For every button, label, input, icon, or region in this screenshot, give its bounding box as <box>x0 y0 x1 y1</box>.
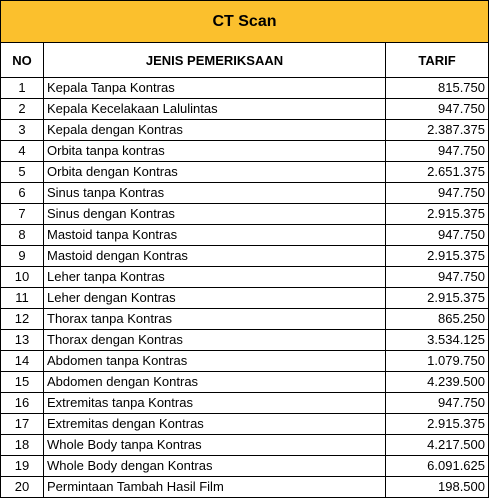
table-row: 7 Sinus dengan Kontras 2.915.375 <box>0 203 489 225</box>
exam-price: 865.250 <box>385 308 489 330</box>
row-number: 4 <box>0 140 44 162</box>
table-row: 6 Sinus tanpa Kontras 947.750 <box>0 182 489 204</box>
row-number: 7 <box>0 203 44 225</box>
table-title: CT Scan <box>0 0 489 43</box>
row-number: 5 <box>0 161 44 183</box>
table-row: 3 Kepala dengan Kontras 2.387.375 <box>0 119 489 141</box>
row-number: 2 <box>0 98 44 120</box>
row-number: 11 <box>0 287 44 309</box>
exam-price: 947.750 <box>385 266 489 288</box>
exam-name: Extremitas dengan Kontras <box>43 413 386 435</box>
table-row: 19 Whole Body dengan Kontras 6.091.625 <box>0 455 489 477</box>
exam-price: 2.651.375 <box>385 161 489 183</box>
exam-price: 2.915.375 <box>385 245 489 267</box>
row-number: 19 <box>0 455 44 477</box>
exam-name: Sinus tanpa Kontras <box>43 182 386 204</box>
exam-name: Thorax tanpa Kontras <box>43 308 386 330</box>
exam-price: 198.500 <box>385 476 489 498</box>
row-number: 16 <box>0 392 44 414</box>
row-number: 12 <box>0 308 44 330</box>
row-number: 3 <box>0 119 44 141</box>
exam-price: 2.915.375 <box>385 287 489 309</box>
table-row: 8 Mastoid tanpa Kontras 947.750 <box>0 224 489 246</box>
row-number: 17 <box>0 413 44 435</box>
row-number: 20 <box>0 476 44 498</box>
exam-name: Whole Body dengan Kontras <box>43 455 386 477</box>
header-no: NO <box>0 42 44 78</box>
row-number: 14 <box>0 350 44 372</box>
exam-price: 3.534.125 <box>385 329 489 351</box>
exam-price: 2.915.375 <box>385 413 489 435</box>
table-row: 18 Whole Body tanpa Kontras 4.217.500 <box>0 434 489 456</box>
table-row: 15 Abdomen dengan Kontras 4.239.500 <box>0 371 489 393</box>
exam-name: Abdomen tanpa Kontras <box>43 350 386 372</box>
exam-price: 947.750 <box>385 140 489 162</box>
exam-price: 4.239.500 <box>385 371 489 393</box>
exam-name: Thorax dengan Kontras <box>43 329 386 351</box>
exam-name: Abdomen dengan Kontras <box>43 371 386 393</box>
exam-name: Mastoid dengan Kontras <box>43 245 386 267</box>
exam-name: Kepala dengan Kontras <box>43 119 386 141</box>
exam-price: 6.091.625 <box>385 455 489 477</box>
table-row: 10 Leher tanpa Kontras 947.750 <box>0 266 489 288</box>
table-row: 11 Leher dengan Kontras 2.915.375 <box>0 287 489 309</box>
exam-name: Leher dengan Kontras <box>43 287 386 309</box>
table-row: 16 Extremitas tanpa Kontras 947.750 <box>0 392 489 414</box>
exam-price: 947.750 <box>385 392 489 414</box>
exam-price: 947.750 <box>385 182 489 204</box>
exam-price: 947.750 <box>385 224 489 246</box>
table-row: 5 Orbita dengan Kontras 2.651.375 <box>0 161 489 183</box>
exam-name: Kepala Kecelakaan Lalulintas <box>43 98 386 120</box>
title-row: CT Scan <box>0 0 489 43</box>
table-row: 12 Thorax tanpa Kontras 865.250 <box>0 308 489 330</box>
header-row: NO JENIS PEMERIKSAAN TARIF <box>0 42 489 78</box>
table-row: 9 Mastoid dengan Kontras 2.915.375 <box>0 245 489 267</box>
header-name: JENIS PEMERIKSAAN <box>43 42 386 78</box>
table-row: 1 Kepala Tanpa Kontras 815.750 <box>0 77 489 99</box>
row-number: 1 <box>0 77 44 99</box>
row-number: 13 <box>0 329 44 351</box>
table-row: 2 Kepala Kecelakaan Lalulintas 947.750 <box>0 98 489 120</box>
exam-name: Orbita dengan Kontras <box>43 161 386 183</box>
exam-price: 2.915.375 <box>385 203 489 225</box>
header-price: TARIF <box>385 42 489 78</box>
exam-price: 815.750 <box>385 77 489 99</box>
exam-name: Mastoid tanpa Kontras <box>43 224 386 246</box>
row-number: 9 <box>0 245 44 267</box>
table-row: 17 Extremitas dengan Kontras 2.915.375 <box>0 413 489 435</box>
exam-name: Leher tanpa Kontras <box>43 266 386 288</box>
table-row: 4 Orbita tanpa kontras 947.750 <box>0 140 489 162</box>
exam-name: Kepala Tanpa Kontras <box>43 77 386 99</box>
exam-name: Sinus dengan Kontras <box>43 203 386 225</box>
row-number: 18 <box>0 434 44 456</box>
table-row: 13 Thorax dengan Kontras 3.534.125 <box>0 329 489 351</box>
table-row: 20 Permintaan Tambah Hasil Film 198.500 <box>0 476 489 498</box>
exam-name: Permintaan Tambah Hasil Film <box>43 476 386 498</box>
table-row: 14 Abdomen tanpa Kontras 1.079.750 <box>0 350 489 372</box>
exam-name: Whole Body tanpa Kontras <box>43 434 386 456</box>
exam-name: Orbita tanpa kontras <box>43 140 386 162</box>
row-number: 15 <box>0 371 44 393</box>
table-body: 1 Kepala Tanpa Kontras 815.750 2 Kepala … <box>0 77 489 498</box>
exam-name: Extremitas tanpa Kontras <box>43 392 386 414</box>
row-number: 6 <box>0 182 44 204</box>
exam-price: 1.079.750 <box>385 350 489 372</box>
exam-price: 947.750 <box>385 98 489 120</box>
row-number: 10 <box>0 266 44 288</box>
row-number: 8 <box>0 224 44 246</box>
exam-price: 2.387.375 <box>385 119 489 141</box>
exam-price: 4.217.500 <box>385 434 489 456</box>
